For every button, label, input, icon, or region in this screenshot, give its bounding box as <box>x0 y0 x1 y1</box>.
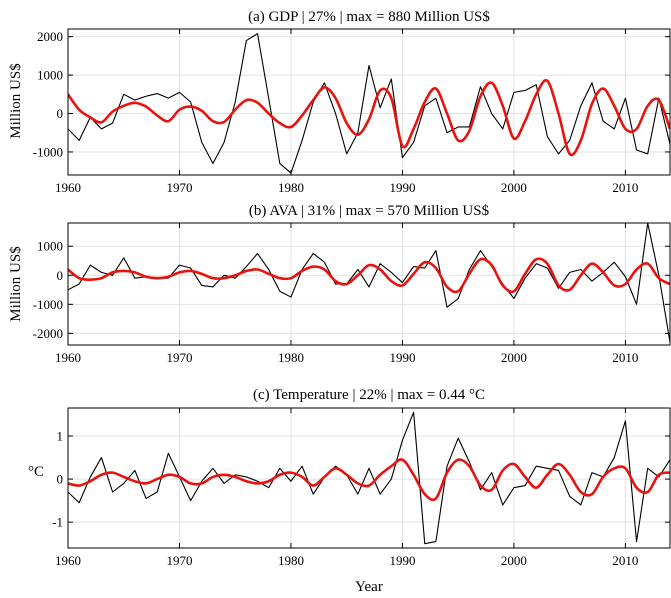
panel-a-xtick-label: 1960 <box>55 180 81 195</box>
panel-c-black-series-line <box>68 411 670 545</box>
panel-b-xtick-label: 1980 <box>278 350 304 365</box>
panel-a-red-series-line <box>68 78 670 157</box>
panel-b-axes-frame <box>67 222 671 346</box>
panel-b-xtick-label: 1990 <box>389 350 415 365</box>
panel-c-title: (c) Temperature | 22% | max = 0.44 °C <box>253 387 485 403</box>
panel-b-red-series-line <box>68 257 670 294</box>
panel-c: (c) Temperature | 22% | max = 0.44 °C °C… <box>28 387 671 595</box>
panel-a-xtick-label: 1980 <box>278 180 304 195</box>
panel-c-xtick-label: 2000 <box>501 553 527 568</box>
panel-a-axes-frame <box>67 28 671 176</box>
panel-b-xtick-label: 1960 <box>55 350 81 365</box>
panel-b-ytick-label: 0 <box>57 268 64 283</box>
panel-c-xlabel: Year <box>355 579 383 595</box>
panel-c-xtick-label: 1970 <box>166 553 192 568</box>
panel-b-xtick-label: 2010 <box>612 350 638 365</box>
panel-a-xtick-label: 1990 <box>389 180 415 195</box>
panel-b-xtick-label: 1970 <box>166 350 192 365</box>
panel-a-xtick-label: 1970 <box>166 180 192 195</box>
panel-a-title: (a) GDP | 27% | max = 880 Million US$ <box>248 9 490 25</box>
panel-b-ylabel: Million US$ <box>8 246 24 322</box>
panel-a-ytick-label: -1000 <box>33 144 63 159</box>
panel-c-xtick-label: 1960 <box>55 553 81 568</box>
panel-a-xtick-label: 2000 <box>501 180 527 195</box>
panel-a-ytick-label: 1000 <box>37 68 63 83</box>
panel-c-ytick-label: 1 <box>57 429 64 444</box>
panel-a-ytick-label: 0 <box>57 106 64 121</box>
panel-c-axes-frame <box>67 407 671 549</box>
panel-c-ytick-label: 0 <box>57 472 64 487</box>
panel-b-black-series-line <box>68 223 670 343</box>
panel-a-ylabel: Million US$ <box>8 63 24 139</box>
panel-c-red-series-line <box>68 458 670 502</box>
panel-a: (a) GDP | 27% | max = 880 Million US$ Mi… <box>8 9 671 195</box>
panel-c-xtick-label: 1980 <box>278 553 304 568</box>
panel-b-title: (b) AVA | 31% | max = 570 Million US$ <box>249 203 490 219</box>
panel-b-xtick-label: 2000 <box>501 350 527 365</box>
panel-a-xtick-label: 2010 <box>612 180 638 195</box>
panel-b-ytick-label: -2000 <box>33 326 63 341</box>
panel-a-ytick-label: 2000 <box>37 29 63 44</box>
panel-c-xtick-label: 1990 <box>389 553 415 568</box>
panel-c-ylabel: °C <box>28 464 44 480</box>
panel-b-ytick-label: -1000 <box>33 297 63 312</box>
panel-a-black-series-line <box>68 33 670 174</box>
panel-c-xtick-label: 2010 <box>612 553 638 568</box>
panel-b-ytick-label: 1000 <box>37 239 63 254</box>
panel-c-ytick-label: -1 <box>52 515 63 530</box>
panel-b: (b) AVA | 31% | max = 570 Million US$ Mi… <box>8 203 671 365</box>
